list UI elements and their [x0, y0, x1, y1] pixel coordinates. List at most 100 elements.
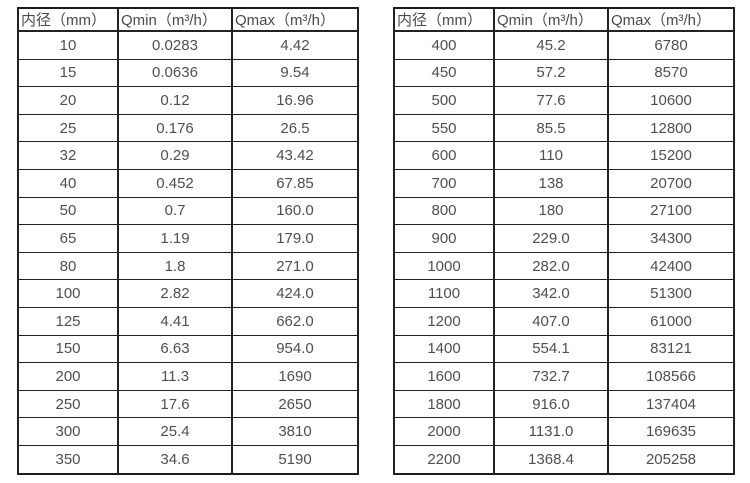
- table-row: 15 0.0636 9.54: [17, 58, 359, 88]
- table-row: 100 2.82 424.0: [17, 279, 359, 308]
- table-cell: 5190: [231, 444, 359, 475]
- column-header: Qmin（m³/h）: [117, 7, 233, 32]
- table-cell: 732.7: [493, 362, 609, 391]
- table-row: 1800 916.0 137404: [393, 389, 735, 419]
- table-cell: 600: [393, 141, 495, 170]
- table-cell: 77.6: [493, 86, 609, 115]
- table-cell: 954.0: [231, 334, 359, 364]
- table-cell: 34300: [607, 224, 735, 253]
- table-cell: 32: [17, 141, 119, 170]
- table-row: 550 85.5 12800: [393, 113, 735, 143]
- column-header: 内径（mm）: [17, 7, 119, 32]
- table-row: 1100 342.0 51300: [393, 279, 735, 308]
- table-row: 700 138 20700: [393, 168, 735, 198]
- table-cell: 0.12: [117, 86, 233, 115]
- table-row: 40 0.452 67.85: [17, 168, 359, 198]
- table-cell: 662.0: [231, 306, 359, 336]
- table-cell: 342.0: [493, 279, 609, 308]
- table-cell: 554.1: [493, 334, 609, 364]
- table-cell: 700: [393, 168, 495, 198]
- table-cell: 150: [17, 334, 119, 364]
- table-row: 10 0.0283 4.42: [17, 30, 359, 60]
- table-cell: 1100: [393, 279, 495, 308]
- table-cell: 179.0: [231, 224, 359, 253]
- table-cell: 65: [17, 224, 119, 253]
- table-cell: 1690: [231, 362, 359, 391]
- table-cell: 45.2: [493, 30, 609, 60]
- table-cell: 2.82: [117, 279, 233, 308]
- table-cell: 1600: [393, 362, 495, 391]
- table-row: 300 25.4 3810: [17, 417, 359, 446]
- table-row: 600 110 15200: [393, 141, 735, 170]
- table-cell: 27100: [607, 196, 735, 226]
- table-cell: 42400: [607, 251, 735, 281]
- table-cell: 0.7: [117, 196, 233, 226]
- header-row: 内径（mm） Qmin（m³/h） Qmax（m³/h）: [17, 7, 359, 32]
- table-cell: 16.96: [231, 86, 359, 115]
- table-row: 350 34.6 5190: [17, 444, 359, 475]
- table-cell: 4.41: [117, 306, 233, 336]
- table-cell: 11.3: [117, 362, 233, 391]
- table-row: 1600 732.7 108566: [393, 362, 735, 391]
- column-header: Qmax（m³/h）: [607, 7, 735, 32]
- table-cell: 25.4: [117, 417, 233, 446]
- table-row: 32 0.29 43.42: [17, 141, 359, 170]
- table-cell: 9.54: [231, 58, 359, 88]
- table-row: 450 57.2 8570: [393, 58, 735, 88]
- table-cell: 407.0: [493, 306, 609, 336]
- table-row: 50 0.7 160.0: [17, 196, 359, 226]
- flow-table-small-diameters: 内径（mm） Qmin（m³/h） Qmax（m³/h） 10 0.0283 4.42 15…: [17, 7, 359, 475]
- table-cell: 450: [393, 58, 495, 88]
- table-row: 1000 282.0 42400: [393, 251, 735, 281]
- table-cell: 100: [17, 279, 119, 308]
- table-cell: 137404: [607, 389, 735, 419]
- table-cell: 4.42: [231, 30, 359, 60]
- table-cell: 51300: [607, 279, 735, 308]
- table-cell: 6.63: [117, 334, 233, 364]
- table-row: 1400 554.1 83121: [393, 334, 735, 364]
- table-cell: 40: [17, 168, 119, 198]
- table-cell: 2200: [393, 444, 495, 475]
- header-row: 内径（mm） Qmin（m³/h） Qmax（m³/h）: [393, 7, 735, 32]
- table-cell: 25: [17, 113, 119, 143]
- table-cell: 108566: [607, 362, 735, 391]
- table-row: 25 0.176 26.5: [17, 113, 359, 143]
- table-cell: 125: [17, 306, 119, 336]
- table-cell: 43.42: [231, 141, 359, 170]
- table-cell: 57.2: [493, 58, 609, 88]
- table-cell: 500: [393, 86, 495, 115]
- table-row: 80 1.8 271.0: [17, 251, 359, 281]
- table-cell: 17.6: [117, 389, 233, 419]
- table-cell: 50: [17, 196, 119, 226]
- table-cell: 10: [17, 30, 119, 60]
- column-header: Qmin（m³/h）: [493, 7, 609, 32]
- table-cell: 250: [17, 389, 119, 419]
- table-row: 200 11.3 1690: [17, 362, 359, 391]
- column-header: Qmax（m³/h）: [231, 7, 359, 32]
- table-cell: 400: [393, 30, 495, 60]
- flow-table-large-diameters: 内径（mm） Qmin（m³/h） Qmax（m³/h） 400 45.2 6780 450…: [393, 7, 735, 475]
- table-row: 125 4.41 662.0: [17, 306, 359, 336]
- table-cell: 10600: [607, 86, 735, 115]
- table-row: 900 229.0 34300: [393, 224, 735, 253]
- table-row: 2200 1368.4 205258: [393, 444, 735, 475]
- table-row: 150 6.63 954.0: [17, 334, 359, 364]
- table-cell: 20: [17, 86, 119, 115]
- table-cell: 550: [393, 113, 495, 143]
- table-cell: 0.0283: [117, 30, 233, 60]
- table-cell: 2000: [393, 417, 495, 446]
- table-cell: 205258: [607, 444, 735, 475]
- table-cell: 1.8: [117, 251, 233, 281]
- table-row: 400 45.2 6780: [393, 30, 735, 60]
- table-cell: 800: [393, 196, 495, 226]
- table-cell: 1000: [393, 251, 495, 281]
- table-cell: 0.176: [117, 113, 233, 143]
- table-row: 65 1.19 179.0: [17, 224, 359, 253]
- table-cell: 424.0: [231, 279, 359, 308]
- table-cell: 61000: [607, 306, 735, 336]
- table-row: 20 0.12 16.96: [17, 86, 359, 115]
- table-cell: 229.0: [493, 224, 609, 253]
- table-row: 500 77.6 10600: [393, 86, 735, 115]
- table-cell: 80: [17, 251, 119, 281]
